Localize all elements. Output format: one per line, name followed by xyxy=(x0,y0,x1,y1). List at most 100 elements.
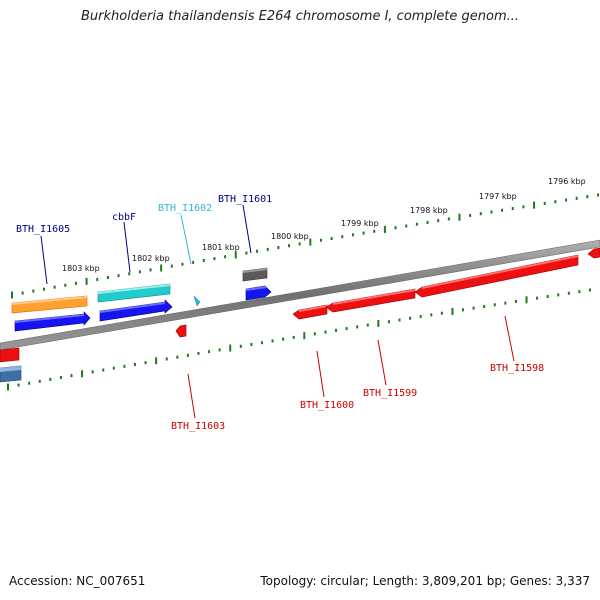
minor-tick xyxy=(106,276,109,280)
scale-label: 1800 kbp xyxy=(271,232,309,241)
gene-label-bth-i1603[interactable]: BTH_I1603 xyxy=(171,421,225,432)
callout-line xyxy=(180,214,192,265)
minor-tick xyxy=(138,270,141,274)
gene-bth-i1601-blue[interactable] xyxy=(245,285,272,301)
minor-tick xyxy=(292,335,295,339)
gene-label-bth-i1605[interactable]: BTH_I1605 xyxy=(16,224,70,235)
minor-tick xyxy=(38,379,41,383)
minor-tick xyxy=(351,233,354,237)
gene-right-edge-red[interactable] xyxy=(587,247,600,259)
gene-bth-i1599[interactable] xyxy=(325,288,416,313)
minor-tick xyxy=(170,264,173,268)
gene-bth-i1602[interactable] xyxy=(193,295,201,307)
minor-tick xyxy=(197,351,200,355)
minor-tick xyxy=(398,318,401,322)
gene-left-edge-steel[interactable] xyxy=(0,365,22,383)
gene-bth-i1598[interactable] xyxy=(414,254,579,298)
gene-label-bth-i1600[interactable]: BTH_I1600 xyxy=(300,400,354,411)
major-tick xyxy=(160,264,163,272)
minor-tick xyxy=(128,272,131,276)
minor-tick xyxy=(74,281,77,285)
minor-tick xyxy=(123,364,126,368)
minor-tick xyxy=(504,301,507,305)
callout-line xyxy=(377,339,387,386)
minor-tick xyxy=(260,341,263,345)
minor-tick xyxy=(208,350,211,354)
minor-tick xyxy=(373,229,376,233)
minor-tick xyxy=(440,311,443,315)
scale-label: 1803 kbp xyxy=(62,264,100,273)
chromosome-backbone xyxy=(0,239,600,351)
minor-tick xyxy=(462,308,465,312)
minor-tick xyxy=(59,376,62,380)
minor-tick xyxy=(341,235,344,239)
minor-tick xyxy=(405,224,408,228)
major-tick xyxy=(377,319,380,327)
minor-tick xyxy=(430,313,433,317)
minor-tick xyxy=(298,242,301,246)
minor-tick xyxy=(21,291,24,295)
minor-tick xyxy=(419,315,422,319)
major-tick xyxy=(85,277,88,285)
minor-tick xyxy=(70,374,73,378)
minor-tick xyxy=(176,355,179,359)
gene-bth-i1605-blue[interactable] xyxy=(14,311,91,332)
minor-tick xyxy=(117,274,120,278)
gene-cbbf-blue[interactable] xyxy=(99,299,173,322)
scale-label: 1801 kbp xyxy=(202,243,240,252)
minor-tick xyxy=(554,200,557,204)
minor-tick xyxy=(469,213,472,217)
minor-tick xyxy=(282,337,285,341)
minor-tick xyxy=(493,303,496,307)
minor-tick xyxy=(415,222,418,226)
gene-label-bth-i1601[interactable]: BTH_I1601 xyxy=(218,194,272,205)
minor-tick xyxy=(447,217,450,221)
major-tick xyxy=(383,226,386,234)
callout-line xyxy=(316,350,325,398)
minor-tick xyxy=(575,196,578,200)
minor-tick xyxy=(479,212,482,216)
minor-tick xyxy=(112,366,115,370)
minor-tick xyxy=(324,330,327,334)
minor-tick xyxy=(514,299,517,303)
minor-tick xyxy=(181,262,184,266)
minor-tick xyxy=(597,193,599,197)
gene-label-cbbf[interactable]: cbbF xyxy=(112,212,136,223)
minor-tick xyxy=(144,361,147,365)
minor-tick xyxy=(546,295,549,299)
map-title: Burkholderia thailandensis E264 chromoso… xyxy=(80,9,520,24)
minor-tick xyxy=(426,220,429,224)
callout-line xyxy=(40,235,48,285)
minor-tick xyxy=(536,296,539,300)
gene-label-bth-i1602[interactable]: BTH_I1602 xyxy=(158,203,212,214)
gene-left-edge-red[interactable] xyxy=(0,347,20,363)
minor-tick xyxy=(366,323,369,327)
gene-label-bth-i1598[interactable]: BTH_I1598 xyxy=(490,363,544,374)
minor-tick xyxy=(64,283,67,287)
minor-tick xyxy=(345,327,348,331)
minor-tick xyxy=(102,368,105,372)
gene-bth-i1605-orange[interactable] xyxy=(11,295,88,314)
minor-tick xyxy=(490,210,493,214)
minor-tick xyxy=(565,198,568,202)
minor-tick xyxy=(53,285,56,289)
minor-tick xyxy=(256,249,259,253)
minor-tick xyxy=(578,290,581,294)
gene-label-bth-i1599[interactable]: BTH_I1599 xyxy=(363,388,417,399)
gene-bth-i1600[interactable] xyxy=(292,304,328,320)
gene-cbbf-cyan[interactable] xyxy=(97,283,171,303)
major-tick xyxy=(234,251,237,259)
major-tick xyxy=(229,344,232,352)
major-tick xyxy=(155,357,158,365)
gene-bth-i1603[interactable] xyxy=(175,324,187,338)
minor-tick xyxy=(133,362,136,366)
scale-ticks-forward xyxy=(11,193,599,299)
minor-tick xyxy=(437,219,440,223)
minor-tick xyxy=(394,226,397,230)
major-tick xyxy=(11,291,13,299)
major-tick xyxy=(309,238,312,246)
gene-bth-i1601-gray[interactable] xyxy=(242,267,268,282)
minor-tick xyxy=(543,201,546,205)
major-tick xyxy=(525,296,528,304)
